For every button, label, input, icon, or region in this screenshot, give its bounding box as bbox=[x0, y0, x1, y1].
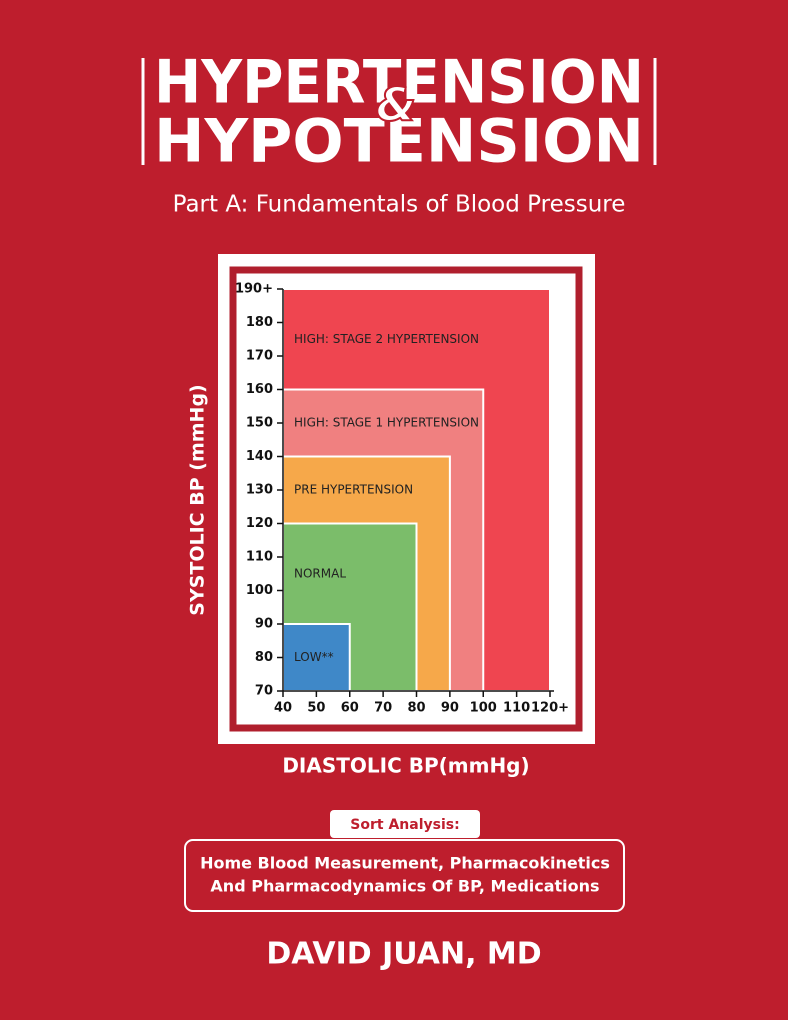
x-tick-label: 120+ bbox=[531, 701, 569, 716]
subtitle: Part A: Fundamentals of Blood Pressure bbox=[173, 192, 626, 218]
x-tick-label: 110 bbox=[503, 701, 530, 716]
chart-border bbox=[229, 266, 583, 732]
y-tick-label: 150 bbox=[246, 416, 273, 431]
y-tick-label: 190+ bbox=[235, 282, 273, 297]
zone bbox=[282, 623, 351, 692]
badge-text: Sort Analysis: bbox=[350, 817, 459, 833]
y-tick-label: 100 bbox=[246, 583, 273, 598]
author: DAVID JUAN, MD bbox=[266, 937, 541, 972]
plot: HIGH: STAGE 2 HYPERTENSION HIGH: STAGE 1 … bbox=[235, 282, 569, 716]
y-tick-label: 110 bbox=[246, 550, 273, 565]
y-tick-label: 80 bbox=[255, 650, 273, 665]
x-axis-label: DIASTOLIC BP(mmHg) bbox=[282, 754, 529, 778]
y-tick-label: 70 bbox=[255, 684, 273, 699]
topics-box bbox=[184, 839, 625, 912]
topics-line: Home Blood Measurement, Pharmacokinetics bbox=[200, 854, 610, 873]
y-tick-label: 130 bbox=[246, 483, 273, 498]
x-tick-label: 100 bbox=[470, 701, 497, 716]
x-tick-label: 70 bbox=[374, 701, 392, 716]
y-axis-label: SYSTOLIC BP (mmHg) bbox=[187, 384, 209, 615]
topics-line: And Pharmacodynamics Of BP, Medications bbox=[210, 877, 599, 896]
y-tick-label: 170 bbox=[246, 349, 273, 364]
zone-label: PRE HYPERTENSION bbox=[294, 483, 413, 497]
badge bbox=[330, 810, 480, 838]
x-tick-label: 40 bbox=[274, 701, 292, 716]
title: HYPERTENSION bbox=[154, 48, 644, 118]
y-tick-label: 90 bbox=[255, 617, 273, 632]
zone-label: NORMAL bbox=[294, 566, 346, 580]
y-tick-label: 140 bbox=[246, 449, 273, 464]
x-tick-label: 90 bbox=[441, 701, 459, 716]
zone-label: HIGH: STAGE 2 HYPERTENSION bbox=[294, 332, 479, 346]
y-tick-label: 160 bbox=[246, 382, 273, 397]
x-tick-label: 60 bbox=[341, 701, 359, 716]
zone-label: HIGH: STAGE 1 HYPERTENSION bbox=[294, 416, 479, 430]
y-tick-label: 120 bbox=[246, 516, 273, 531]
y-tick-label: 180 bbox=[246, 315, 273, 330]
title-ampersand: & bbox=[376, 78, 416, 132]
x-tick-label: 80 bbox=[407, 701, 425, 716]
zone-label: LOW** bbox=[294, 650, 334, 664]
x-tick-label: 50 bbox=[307, 701, 325, 716]
title: HYPOTENSION bbox=[154, 107, 644, 177]
